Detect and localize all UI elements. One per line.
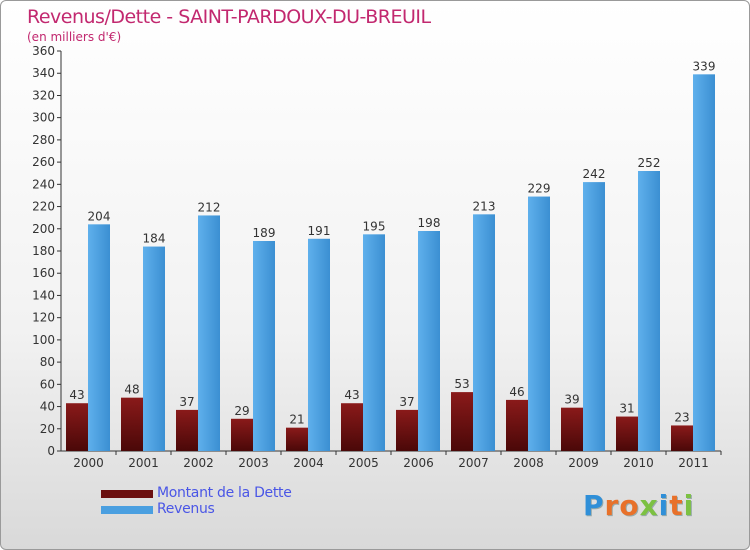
bar-dette [66,403,88,451]
bar-dette [451,392,473,451]
chart-subtitle: (en milliers d'€) [27,30,122,44]
y-tick-label: 60 [40,377,55,391]
data-label: 43 [344,388,359,402]
y-tick-label: 180 [32,244,55,258]
bar-dette [176,409,198,451]
axes: 0 20 40 60 80 100 120 140 160 180 200 220 240 260 280 3… [32,44,722,470]
data-label: 229 [528,182,551,196]
data-label: 39 [564,393,579,407]
y-tick-label: 360 [32,44,55,58]
proxiti-logo: Proxiti [583,489,695,522]
bar-revenus [88,224,110,451]
x-tick-label: 2000 [73,456,104,470]
y-tick-label: 340 [32,66,55,80]
y-tick-label: 120 [32,311,55,325]
x-tick-label: 2006 [403,456,434,470]
data-label: 198 [418,216,441,230]
x-tick-label: 2008 [513,456,544,470]
data-label: 46 [509,385,524,399]
legend-label-dette: Montant de la Dette [157,485,292,501]
bar-dette [396,409,418,451]
bar-dette [231,418,253,451]
y-tick-label: 200 [32,222,55,236]
bar-revenus [473,214,495,451]
data-label: 37 [179,395,194,409]
y-tick-label: 140 [32,288,55,302]
bar-dette [341,403,363,451]
data-label: 189 [253,226,276,240]
data-label: 23 [674,410,689,424]
data-label: 204 [88,209,111,223]
data-label: 195 [363,219,386,233]
x-tick-label: 2002 [183,456,214,470]
data-label: 21 [289,413,304,427]
data-label: 213 [473,199,496,213]
data-label: 31 [619,402,634,416]
data-label: 48 [124,383,139,397]
bar-revenus [528,196,550,451]
y-tick-label: 80 [40,355,55,369]
legend-swatch-revenus [101,506,153,514]
bar-dette [506,399,528,451]
bar-dette [671,425,693,451]
data-label: 37 [399,395,414,409]
chart-title: Revenus/Dette - SAINT-PARDOUX-DU-BREUIL [27,6,431,28]
y-tick-label: 100 [32,333,55,347]
y-tick-label: 220 [32,200,55,214]
data-label: 252 [638,156,661,170]
bar-revenus [308,238,330,451]
bars [66,74,715,451]
data-label: 29 [234,404,249,418]
y-tick-label: 0 [47,444,55,458]
bar-revenus [363,234,385,451]
y-tick-label: 20 [40,422,55,436]
x-tick-label: 2004 [293,456,324,470]
bar-revenus [583,182,605,451]
bar-revenus [638,171,660,451]
bar-revenus [693,74,715,451]
x-tick-label: 2005 [348,456,379,470]
legend-label-revenus: Revenus [157,501,215,517]
bar-revenus [143,246,165,451]
x-tick-label: 2007 [458,456,489,470]
data-label: 339 [693,59,716,73]
data-labels: 43 204 48 184 37 212 29 189 21 191 43 195 37 198 53 213… [69,59,715,426]
x-tick-label: 2010 [623,456,654,470]
bar-dette [286,427,308,451]
data-label: 212 [198,200,221,214]
y-tick-label: 240 [32,177,55,191]
bar-revenus [418,231,440,451]
x-tick-label: 2003 [238,456,269,470]
x-tick-label: 2009 [568,456,599,470]
y-tick-label: 320 [32,88,55,102]
bar-dette [121,397,143,451]
bar-revenus [253,241,275,451]
x-tick-label: 2011 [678,456,709,470]
y-tick-label: 280 [32,133,55,147]
y-tick-label: 40 [40,400,55,414]
legend-swatch-dette [101,490,153,498]
y-tick-label: 300 [32,111,55,125]
bar-dette [616,416,638,451]
data-label: 43 [69,388,84,402]
y-tick-label: 260 [32,155,55,169]
bar-dette [561,407,583,451]
bar-revenus [198,215,220,451]
data-label: 191 [308,224,331,238]
data-label: 53 [454,377,469,391]
data-label: 242 [583,167,606,181]
data-label: 184 [143,232,166,246]
y-tick-label: 160 [32,266,55,280]
x-tick-label: 2001 [128,456,159,470]
